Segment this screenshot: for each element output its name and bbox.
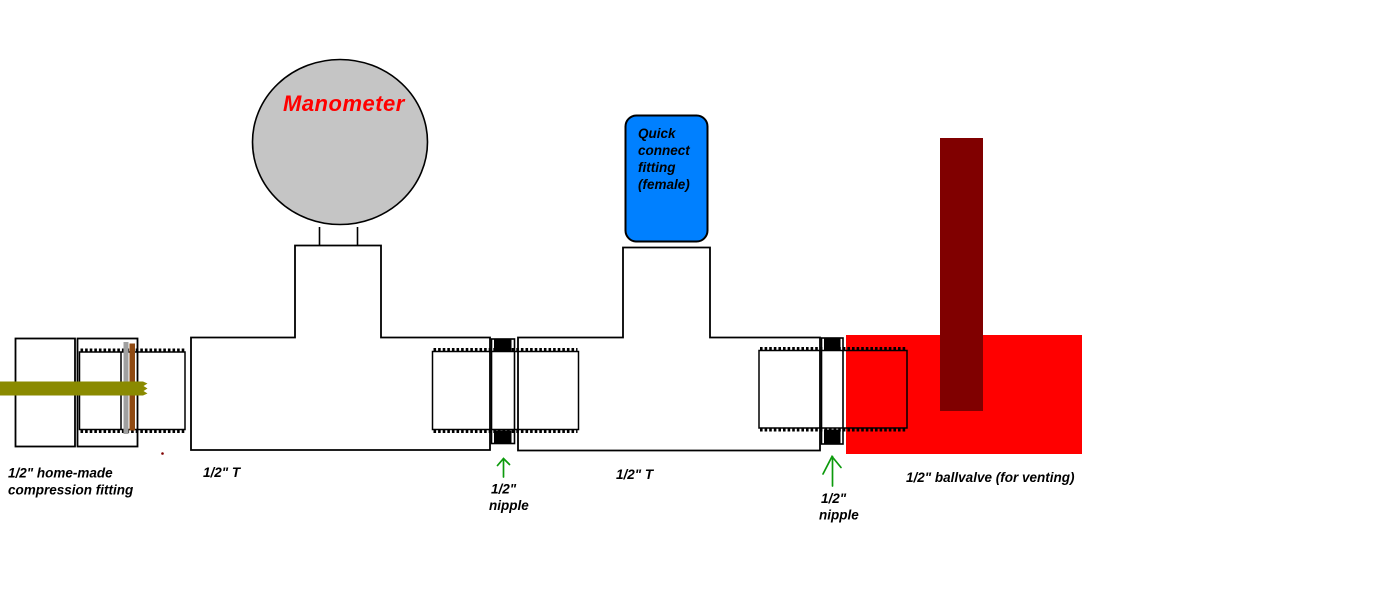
manometer: Manometer: [251, 58, 429, 226]
nipple1-collar-top: [494, 339, 512, 352]
stray-dot: [161, 452, 164, 455]
quick-connect-body: [624, 114, 709, 243]
tee1-label: 1/2" T: [203, 465, 242, 480]
nipple2-label-line1: 1/2": [821, 491, 847, 506]
nipple1-label-line2: nipple: [489, 498, 529, 513]
tee1-body: [190, 244, 491, 451]
quick-connect-label-line3: fitting: [638, 160, 676, 175]
ballvalve-handle: [940, 138, 983, 411]
nipple2-label-line2: nipple: [819, 508, 859, 523]
tee-2: [517, 246, 821, 452]
manometer-gauge: [251, 58, 429, 226]
arrow-nipple-1: [496, 457, 511, 478]
tee2-label: 1/2" T: [616, 467, 655, 482]
arrow-head-icon: [496, 457, 511, 467]
quick-connect-fitting: Quick connect fitting (female): [624, 114, 709, 243]
tee-1: [190, 227, 491, 451]
nipple-2: [758, 337, 908, 445]
olive-tube: [0, 381, 148, 396]
nipple1-label-line1: 1/2": [491, 482, 517, 497]
nipple-1: [431, 338, 580, 445]
arrow-head-icon: [822, 454, 842, 475]
manometer-label: Manometer: [283, 91, 406, 116]
quick-connect-label-line1: Quick: [638, 126, 677, 141]
nipple1-collar-bottom: [494, 430, 512, 444]
quick-connect-label-line2: connect: [638, 143, 690, 158]
ballvalve-label: 1/2" ballvalve (for venting): [906, 470, 1075, 485]
tee2-body: [517, 246, 821, 452]
compression-fitting-label-line1: 1/2" home-made: [8, 466, 113, 481]
nipple2-hex-center: [820, 337, 844, 445]
nipple1-hex-center: [490, 338, 516, 445]
compression-fitting: [0, 337, 186, 455]
nipple2-collar-top: [824, 338, 841, 351]
arrow-nipple-2: [822, 454, 842, 487]
quick-connect-label-line4: (female): [638, 177, 690, 192]
compression-fitting-label-line2: compression fitting: [8, 483, 134, 498]
ballvalve: [846, 138, 1082, 454]
annotations: 1/2" home-made compression fitting 1/2" …: [8, 465, 1075, 523]
nipple2-collar-bottom: [824, 429, 841, 444]
